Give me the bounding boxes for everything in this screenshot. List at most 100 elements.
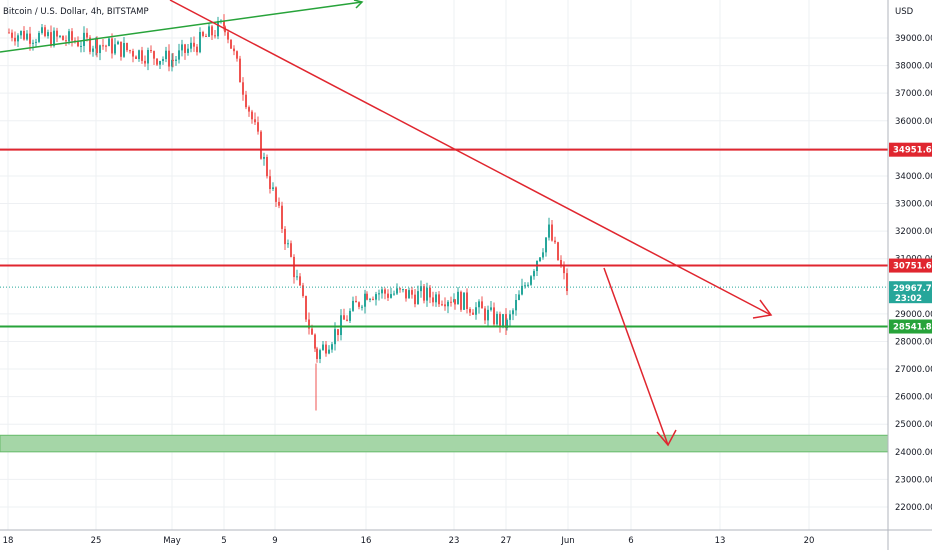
candle-body (554, 240, 556, 243)
candle-body (316, 348, 318, 359)
candle-body (560, 260, 562, 267)
candle-body (484, 308, 486, 321)
candle-body (515, 299, 517, 311)
y-tick-label: 39000.00 (895, 34, 932, 44)
candle-body (96, 38, 98, 54)
candle-body (358, 302, 360, 307)
candle-body (162, 59, 164, 62)
candle-body (193, 42, 195, 47)
candle-body (423, 286, 425, 301)
candle-body (469, 308, 471, 313)
candle-body (202, 31, 204, 36)
candle-body (272, 187, 274, 190)
candle-body (108, 38, 110, 47)
candle-body (340, 315, 342, 336)
candle-body (472, 312, 474, 315)
candle-body (372, 298, 374, 300)
current-price-label: 29967.75 (893, 284, 932, 294)
candle-body (490, 307, 492, 310)
candle-body (211, 26, 213, 36)
candle-body (266, 157, 268, 177)
candle-body (450, 301, 452, 303)
candle-body (542, 252, 544, 258)
candle-body (8, 32, 10, 34)
candle-body (557, 242, 559, 261)
candle-body (566, 273, 568, 292)
candle-body (466, 292, 468, 309)
level-badge-label: 28541.86 (893, 323, 932, 333)
candle-body (402, 289, 404, 291)
candle-body (144, 60, 146, 64)
candle-body (405, 289, 407, 299)
candle-body (487, 309, 489, 321)
x-tick-label: 25 (91, 536, 102, 546)
candle-body (196, 46, 198, 53)
candle-body (441, 304, 443, 306)
candle-body (334, 329, 336, 345)
candle-body (524, 285, 526, 287)
candle-body (53, 30, 55, 46)
candle-body (245, 94, 247, 108)
candle-body (328, 349, 330, 354)
candle-body (502, 314, 504, 327)
candle-body (199, 31, 201, 53)
y-tick-label: 29000.00 (895, 310, 932, 320)
candle-body (138, 50, 140, 60)
candle-body (275, 187, 277, 202)
descending-trendline (169, 0, 772, 316)
candle-body (257, 122, 259, 132)
x-tick-label: 5 (221, 536, 226, 546)
candle-body (496, 313, 498, 325)
candle-body (384, 289, 386, 294)
candle-body (29, 33, 31, 44)
y-tick-label: 37000.00 (895, 89, 932, 99)
candle-body (187, 48, 189, 53)
candle-body (135, 56, 137, 60)
candle-body (331, 344, 333, 350)
candle-body (23, 30, 25, 40)
candle-body (83, 32, 85, 46)
candle-body (32, 42, 34, 44)
descending-trendline-arrowhead (752, 299, 773, 319)
candle-body (460, 291, 462, 310)
candle-body (11, 32, 13, 38)
candle-body (414, 294, 416, 305)
candle-body (399, 288, 401, 290)
candle-body (208, 26, 210, 37)
candle-body (26, 33, 28, 40)
candle-body (92, 48, 94, 52)
candle-body (530, 276, 532, 285)
candle-body (254, 119, 256, 123)
candle-body (223, 20, 225, 27)
candle-body (539, 257, 541, 262)
candle-body (168, 50, 170, 67)
candle-body (236, 51, 238, 59)
candle-body (132, 50, 134, 57)
candle-body (287, 243, 289, 245)
candle-body (105, 45, 107, 47)
candle-body (378, 293, 380, 295)
candle-body (260, 131, 262, 159)
candle-body (41, 27, 43, 33)
y-tick-label: 23000.00 (895, 475, 932, 485)
candle-body (141, 50, 143, 61)
y-tick-label: 25000.00 (895, 420, 932, 430)
candle-body (364, 293, 366, 307)
candle-body (551, 224, 553, 241)
y-tick-label: 33000.00 (895, 200, 932, 210)
x-tick-label: 18 (3, 536, 14, 546)
candle-body (251, 111, 253, 120)
candle-body (420, 286, 422, 292)
candle-body (102, 45, 104, 47)
candle-body (533, 271, 535, 277)
candle-body (80, 45, 82, 47)
candle-body (181, 44, 183, 51)
candle-body (426, 287, 428, 301)
candle-body (129, 50, 131, 52)
candle-body (411, 290, 413, 295)
candle-body (175, 59, 177, 61)
candle-body (123, 43, 125, 57)
candle-body (527, 284, 529, 286)
